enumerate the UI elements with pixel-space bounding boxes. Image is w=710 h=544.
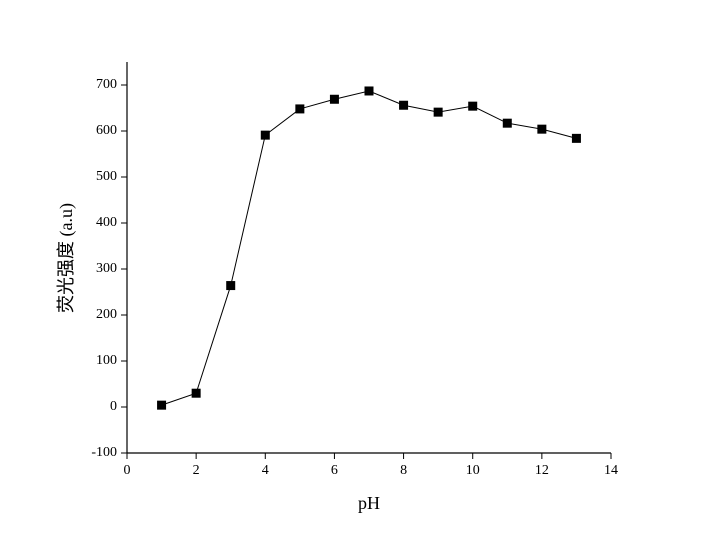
data-marker bbox=[364, 86, 374, 96]
x-tick-label: 4 bbox=[262, 463, 269, 478]
y-tick-label: 300 bbox=[96, 261, 117, 276]
data-marker bbox=[571, 133, 581, 143]
x-tick-label: 6 bbox=[331, 463, 338, 478]
y-tick-label: 0 bbox=[110, 399, 117, 414]
data-marker bbox=[295, 104, 305, 114]
x-tick-label: 2 bbox=[193, 463, 200, 478]
y-tick-label: 200 bbox=[96, 307, 117, 322]
data-marker bbox=[191, 388, 201, 398]
data-marker bbox=[433, 107, 443, 117]
data-marker bbox=[537, 124, 547, 134]
data-marker bbox=[260, 130, 270, 140]
data-marker bbox=[502, 118, 512, 128]
y-tick-label: 100 bbox=[96, 353, 117, 368]
data-marker bbox=[468, 101, 478, 111]
x-tick-label: 14 bbox=[604, 463, 618, 478]
data-marker bbox=[399, 100, 409, 110]
y-tick-label: 700 bbox=[96, 77, 117, 92]
x-tick-label: 12 bbox=[535, 463, 549, 478]
x-tick-label: 8 bbox=[400, 463, 407, 478]
y-tick-label: 600 bbox=[96, 123, 117, 138]
y-tick-label: 400 bbox=[96, 215, 117, 230]
data-marker bbox=[226, 281, 236, 291]
y-tick-label: 500 bbox=[96, 169, 117, 184]
y-tick-label: -100 bbox=[91, 445, 117, 460]
data-marker bbox=[157, 400, 167, 410]
data-marker bbox=[329, 94, 339, 104]
x-tick-label: 0 bbox=[124, 463, 131, 478]
data-line bbox=[161, 90, 577, 406]
x-tick-label: 10 bbox=[466, 463, 480, 478]
x-axis-label: pH bbox=[358, 493, 380, 513]
y-axis-label: 荧光强度 (a.u) bbox=[56, 203, 77, 313]
